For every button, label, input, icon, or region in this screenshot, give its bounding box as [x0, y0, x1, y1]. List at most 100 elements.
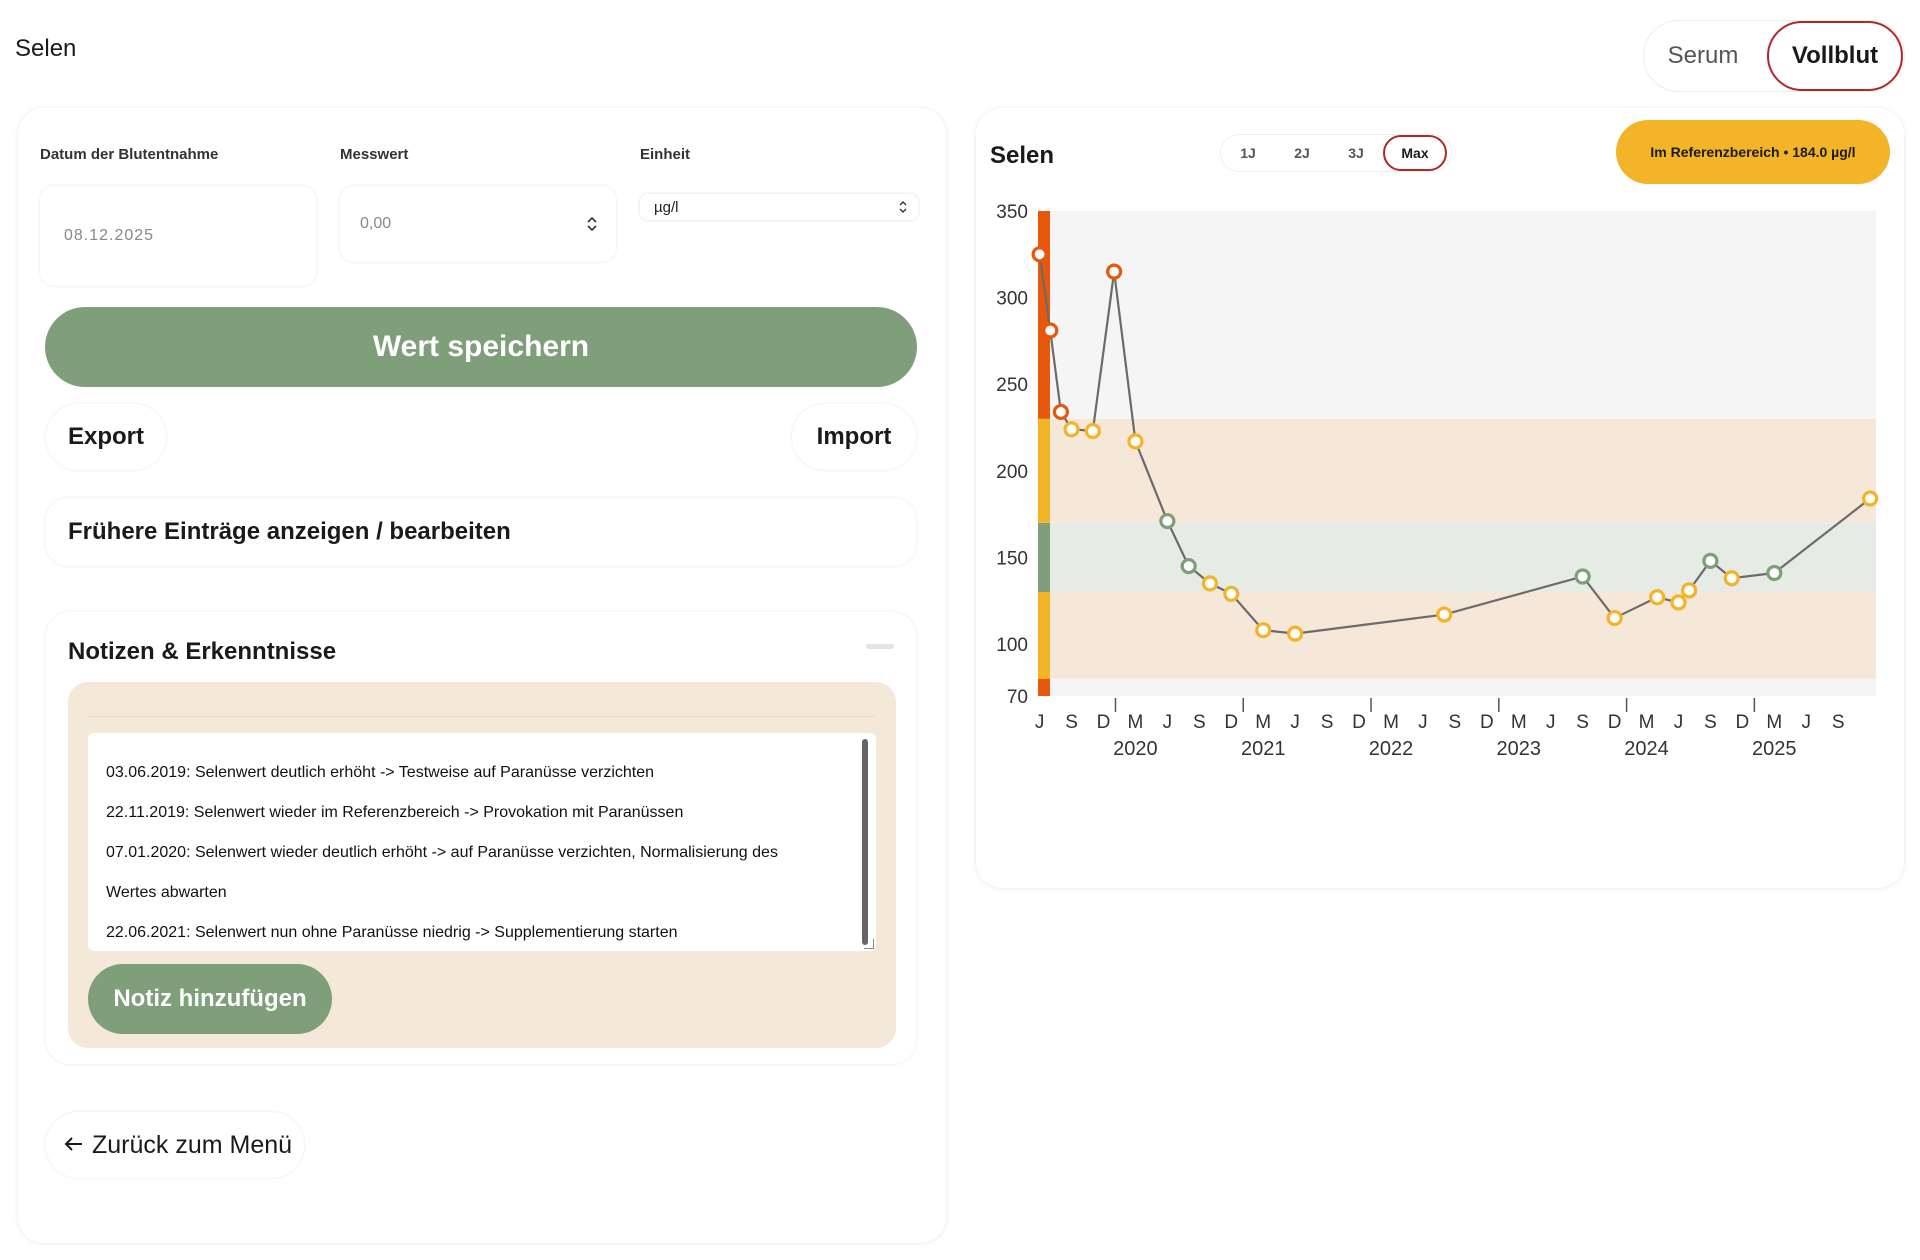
year-label: 2023 — [1497, 738, 1542, 760]
data-point — [1766, 564, 1783, 582]
x-tick-label: D — [1352, 712, 1366, 733]
year-label: 2021 — [1241, 738, 1286, 760]
y-tick-label: 250 — [996, 375, 1028, 396]
back-to-menu-button[interactable]: Zurück zum Menü — [46, 1112, 304, 1178]
date-input[interactable]: 08.12.2025 — [40, 186, 316, 286]
unit-select[interactable]: µg/l — [640, 194, 918, 220]
value-label: Messwert — [340, 146, 409, 163]
note-line: 22.11.2019: Selenwert wieder im Referenz… — [106, 804, 684, 821]
data-point — [1223, 585, 1240, 602]
reference-band — [1050, 592, 1876, 679]
x-tick-label: D — [1224, 712, 1238, 733]
status-badge: Im Referenzbereich • 184.0 µg/l — [1616, 120, 1890, 184]
note-line: 22.06.2021: Selenwert nun ohne Paranüsse… — [106, 924, 678, 941]
previous-entries-label: Frühere Einträge anzeigen / bearbeiten — [68, 518, 511, 545]
chart-card: Selen 1J 2J 3J Max Im Referenzbereich • … — [976, 108, 1904, 888]
data-point — [1106, 263, 1123, 280]
toggle-vollblut[interactable]: Vollblut — [1767, 21, 1903, 91]
sample-type-toggle: Serum Vollblut — [1643, 20, 1905, 92]
note-line: Wertes abwarten — [106, 884, 227, 901]
import-button[interactable]: Import — [792, 404, 916, 470]
resize-grip-icon[interactable] — [864, 939, 874, 949]
x-tick-label: D — [1097, 712, 1111, 733]
reference-band — [1050, 211, 1876, 419]
data-point — [1681, 582, 1698, 599]
y-tick-label: 350 — [996, 202, 1028, 223]
data-point — [1255, 622, 1272, 639]
date-label: Datum der Blutentnahme — [40, 146, 219, 163]
y-tick-label: 100 — [996, 635, 1028, 656]
data-point — [1031, 246, 1048, 263]
year-label: 2022 — [1369, 738, 1414, 760]
notes-scrollbar[interactable] — [862, 739, 868, 945]
data-point — [1159, 512, 1176, 530]
x-tick-label: J — [1035, 712, 1045, 733]
range-3j[interactable]: 3J — [1348, 145, 1364, 161]
value-input[interactable]: 0,00 — [340, 186, 616, 262]
chart-title: Selen — [990, 142, 1055, 169]
x-tick-label: J — [1802, 712, 1812, 733]
y-tick-label: 200 — [996, 462, 1028, 483]
x-tick-label: S — [1576, 712, 1589, 733]
data-point — [1606, 609, 1623, 627]
data-point — [1180, 557, 1197, 575]
range-selector: 1J 2J 3J Max — [1220, 134, 1452, 172]
data-point — [1287, 625, 1304, 642]
notes-textarea[interactable]: 03.06.2019: Selenwert deutlich erhöht ->… — [88, 733, 876, 951]
reference-band-marker — [1038, 418, 1050, 523]
range-2j[interactable]: 2J — [1294, 145, 1310, 161]
note-line: 07.01.2020: Selenwert wieder deutlich er… — [106, 844, 778, 861]
range-1j[interactable]: 1J — [1240, 145, 1256, 161]
notes-title: Notizen & Erkenntnisse — [68, 638, 337, 665]
reference-band-marker — [1038, 592, 1050, 679]
x-tick-label: M — [1766, 712, 1782, 733]
previous-entries-toggle[interactable]: Frühere Einträge anzeigen / bearbeiten — [46, 498, 916, 566]
data-point — [1084, 422, 1101, 440]
data-point — [1702, 552, 1719, 569]
data-point — [1042, 322, 1059, 339]
data-point — [1127, 433, 1144, 450]
x-tick-label: M — [1383, 712, 1399, 733]
page-title: Selen — [15, 35, 77, 62]
save-button[interactable]: Wert speichern — [45, 307, 917, 387]
data-point — [1574, 568, 1591, 585]
export-button[interactable]: Export — [46, 404, 166, 470]
note-line: 03.06.2019: Selenwert deutlich erhöht ->… — [106, 764, 655, 781]
arrow-left-icon — [64, 1131, 84, 1159]
data-point — [1436, 606, 1453, 623]
unit-label: Einheit — [640, 146, 691, 163]
year-label: 2020 — [1113, 738, 1158, 760]
x-tick-label: M — [1255, 712, 1271, 733]
year-label: 2025 — [1752, 738, 1797, 760]
x-tick-label: S — [1321, 712, 1334, 733]
data-point — [1670, 594, 1687, 611]
x-tick-label: D — [1608, 712, 1622, 733]
stepper-icon[interactable] — [586, 215, 598, 233]
unit-value: µg/l — [654, 198, 679, 216]
toggle-serum[interactable]: Serum — [1667, 42, 1739, 69]
date-value: 08.12.2025 — [64, 227, 155, 244]
select-chevron-icon — [898, 200, 908, 214]
x-tick-label: M — [1511, 712, 1527, 733]
reference-band-marker — [1038, 522, 1050, 593]
range-max[interactable]: Max — [1383, 135, 1447, 171]
x-tick-label: S — [1704, 712, 1717, 733]
add-note-button[interactable]: Notiz hinzufügen — [88, 964, 332, 1034]
data-point — [1723, 570, 1740, 587]
data-point — [1649, 589, 1666, 606]
value-placeholder: 0,00 — [360, 215, 392, 232]
data-point — [1201, 575, 1219, 592]
x-tick-label: S — [1832, 712, 1845, 733]
x-tick-label: S — [1193, 712, 1206, 733]
data-point — [1052, 403, 1069, 421]
reference-band-marker — [1038, 678, 1050, 696]
x-tick-label: D — [1736, 712, 1750, 733]
notes-section: Notizen & Erkenntnisse 03.06.2019: Selen… — [46, 612, 916, 1064]
x-tick-label: J — [1674, 712, 1684, 733]
data-point — [1862, 490, 1879, 507]
back-label: Zurück zum Menü — [92, 1130, 293, 1159]
x-tick-label: J — [1290, 712, 1300, 733]
notes-panel: 03.06.2019: Selenwert deutlich erhöht ->… — [68, 682, 896, 1048]
x-tick-label: D — [1480, 712, 1494, 733]
collapse-handle-icon[interactable] — [866, 644, 894, 649]
